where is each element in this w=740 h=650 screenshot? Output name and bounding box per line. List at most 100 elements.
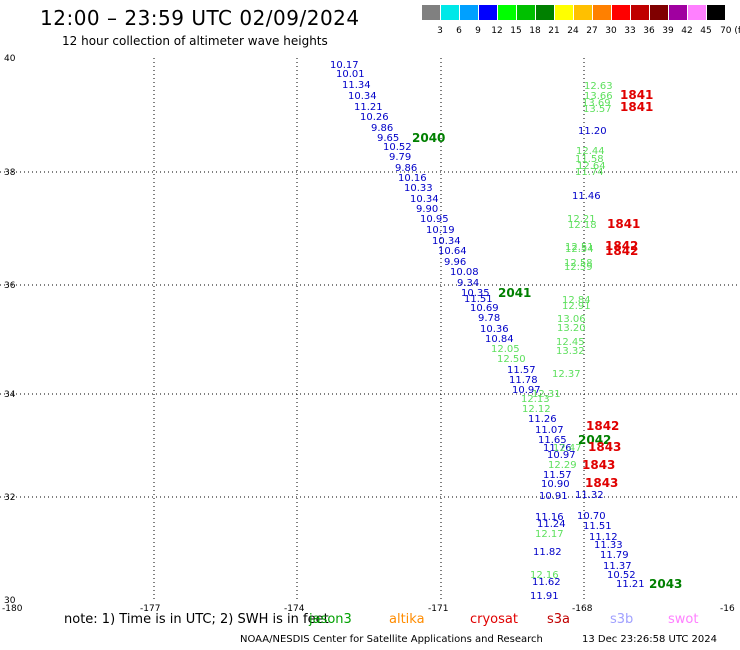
scale-swatch (593, 5, 611, 20)
satellite-altika: altika (389, 612, 425, 627)
wave-height: 10.35 (461, 288, 490, 299)
pass-number: 1842 (605, 244, 638, 258)
wave-height: 10.01 (336, 69, 365, 80)
wave-height: 10.16 (398, 173, 427, 184)
generation-timestamp: 13 Dec 23:26:58 UTC 2024 (582, 634, 717, 645)
wave-height: 12.18 (568, 220, 597, 231)
satellite-s3a: s3a (547, 612, 571, 627)
wave-height: 9.90 (416, 204, 438, 215)
wave-height: 11.62 (532, 577, 561, 588)
scale-label: 42 (681, 26, 693, 36)
wave-height: 11.46 (572, 191, 601, 202)
wave-height: 11.74 (575, 167, 604, 178)
page-title: 12:00 – 23:59 UTC 02/09/2024 (40, 6, 360, 30)
wave-height: 11.12 (589, 532, 618, 543)
lat-label: 30 (4, 596, 16, 606)
wave-height: 11.76 (543, 443, 572, 454)
scale-swatch (555, 5, 573, 20)
wave-height: 13.20 (557, 323, 586, 334)
scale-swatch (460, 5, 478, 20)
wave-height: 11.51 (464, 294, 493, 305)
scale-swatch (650, 5, 668, 20)
lat-label: 34 (4, 390, 16, 400)
wave-height: 10.69 (470, 303, 499, 314)
wave-height: 11.57 (507, 365, 536, 376)
wave-height: 10.95 (420, 214, 449, 225)
wave-height: 13.32 (556, 346, 585, 357)
credit-line: NOAA/NESDIS Center for Satellite Applica… (240, 634, 543, 645)
scale-swatch (441, 5, 459, 20)
lon-label: -177 (140, 604, 160, 614)
wave-height: 11.32 (575, 490, 604, 501)
wave-height: 10.08 (450, 267, 479, 278)
wave-height: 9.96 (444, 257, 466, 268)
wave-height: 12.63 (584, 81, 613, 92)
lon-label: -174 (284, 604, 305, 614)
pass-number: 1841 (620, 88, 653, 102)
wave-height: 12.84 (562, 295, 591, 306)
wave-height: 10.70 (577, 511, 606, 522)
wave-height: 10.52 (383, 142, 412, 153)
wave-height: 9.86 (395, 163, 417, 174)
wave-height: 9.78 (478, 313, 500, 324)
scale-label: 70 (ft) (720, 26, 740, 36)
wave-height: 10.19 (426, 225, 455, 236)
satellite-jason3: jason3 (309, 612, 352, 627)
wave-height: 9.65 (377, 133, 399, 144)
map-grid (0, 58, 740, 600)
scale-label: 18 (529, 26, 541, 36)
lon-label: -168 (572, 604, 593, 614)
scale-label: 3 (437, 26, 443, 36)
wave-height: 9.86 (371, 123, 393, 134)
wave-height: 10.17 (330, 60, 359, 71)
scale-swatch (422, 5, 440, 20)
wave-height: 11.82 (533, 547, 562, 558)
wave-height: 11.65 (538, 435, 567, 446)
scale-swatch (517, 5, 535, 20)
lat-label: 36 (4, 281, 16, 291)
wave-height: 10.90 (541, 479, 570, 490)
wave-height: 12.37 (552, 369, 581, 380)
longitude-labels: -180 -177 -174 -171 -168 -16 (2, 604, 735, 614)
wave-height: 13.57 (583, 104, 612, 115)
scale-label: 39 (662, 26, 674, 36)
wave-height: 9.34 (457, 278, 479, 289)
wave-height: 9.79 (389, 152, 411, 163)
scale-swatch (707, 5, 725, 20)
scale-swatch (688, 5, 706, 20)
scale-label: 24 (567, 26, 579, 36)
scale-label: 33 (624, 26, 636, 36)
wave-height: 11.37 (603, 561, 632, 572)
scale-label: 27 (586, 26, 598, 36)
wave-height: 10.84 (485, 334, 514, 345)
wave-height: 10.34 (348, 91, 377, 102)
scale-swatch (498, 5, 516, 20)
wave-height: 12.50 (497, 354, 526, 365)
wave-height: 10.91 (539, 491, 568, 502)
wave-height: 12.64 (577, 161, 606, 172)
wave-height: 12.31 (532, 389, 561, 400)
wave-height: 10.97 (512, 385, 541, 396)
scale-swatch (536, 5, 554, 20)
pass-labels: 1841184120401841184218422041184220421843… (412, 88, 682, 591)
lat-label: 40 (4, 54, 16, 64)
wave-height: 12.05 (491, 344, 520, 355)
scale-label: 21 (548, 26, 560, 36)
scale-swatch (631, 5, 649, 20)
wave-height: 12.45 (556, 337, 585, 348)
scale-label: 30 (605, 26, 617, 36)
wave-height: 12.13 (521, 394, 550, 405)
wave-height: 11.79 (600, 550, 629, 561)
wave-height: 10.33 (404, 183, 433, 194)
wave-height: 11.16 (535, 512, 564, 523)
wave-height: 10.52 (607, 570, 636, 581)
wave-height: 10.34 (410, 194, 439, 205)
wave-height: 11.51 (583, 521, 612, 532)
footer-note: note: 1) Time is in UTC; 2) SWH is in fe… (64, 612, 329, 627)
wave-height: 12.21 (567, 214, 596, 225)
pass-number: 1843 (582, 458, 615, 472)
wave-height: 10.34 (432, 236, 461, 247)
lat-label: 32 (4, 493, 15, 503)
